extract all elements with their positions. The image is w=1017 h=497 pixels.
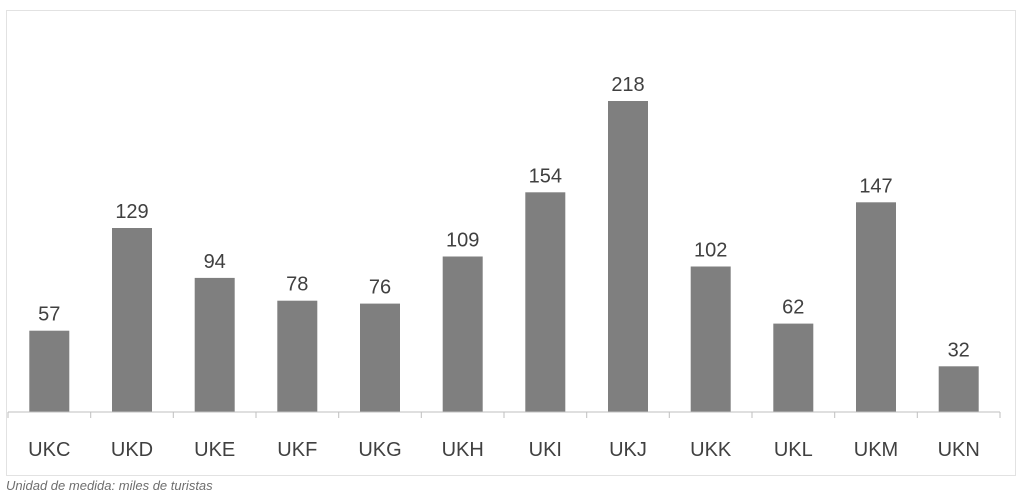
bar-ukj	[608, 101, 648, 412]
data-label-ukn: 32	[948, 339, 970, 361]
category-label-uki: UKI	[529, 439, 562, 461]
data-label-uki: 154	[529, 165, 562, 187]
data-label-ukh: 109	[446, 230, 479, 252]
data-label-ukj: 218	[611, 74, 644, 96]
bar-ukm	[856, 202, 896, 412]
bar-uke	[194, 277, 235, 412]
category-label-ukh: UKH	[442, 439, 484, 461]
bar-ukn	[938, 366, 979, 412]
bar-ukk	[690, 266, 731, 412]
category-label-ukl: UKL	[774, 439, 813, 461]
bar-ukl	[773, 323, 814, 412]
category-label-ukm: UKM	[854, 439, 898, 461]
category-label-uke: UKE	[194, 439, 235, 461]
category-label-ukc: UKC	[28, 439, 70, 461]
bar-uki	[525, 192, 566, 412]
bar-ukg	[360, 303, 400, 412]
data-label-ukd: 129	[115, 201, 148, 223]
chart-frame	[6, 10, 1016, 476]
bar-ukh	[442, 256, 483, 412]
unit-footnote: Unidad de medida: miles de turistas	[6, 478, 213, 493]
category-label-ukk: UKK	[690, 439, 732, 461]
data-label-uke: 94	[204, 251, 226, 273]
bar-ukc	[29, 330, 70, 412]
category-label-ukn: UKN	[938, 439, 980, 461]
data-label-ukl: 62	[782, 297, 804, 319]
bar-chart: 57 UKC 129 UKD 94 UKE 78 UKF 76 UKG 109 UKH 154 UKI 21…	[7, 74, 1001, 461]
data-label-ukm: 147	[859, 175, 892, 197]
category-label-ukj: UKJ	[609, 439, 647, 461]
data-label-ukf: 78	[286, 274, 308, 296]
data-label-ukc: 57	[38, 304, 60, 326]
data-label-ukk: 102	[694, 240, 727, 262]
category-label-ukg: UKG	[358, 439, 401, 461]
bar-ukd	[112, 228, 152, 412]
data-label-ukg: 76	[369, 277, 391, 299]
category-label-ukf: UKF	[277, 439, 317, 461]
category-label-ukd: UKD	[111, 439, 153, 461]
bar-ukf	[277, 300, 318, 412]
